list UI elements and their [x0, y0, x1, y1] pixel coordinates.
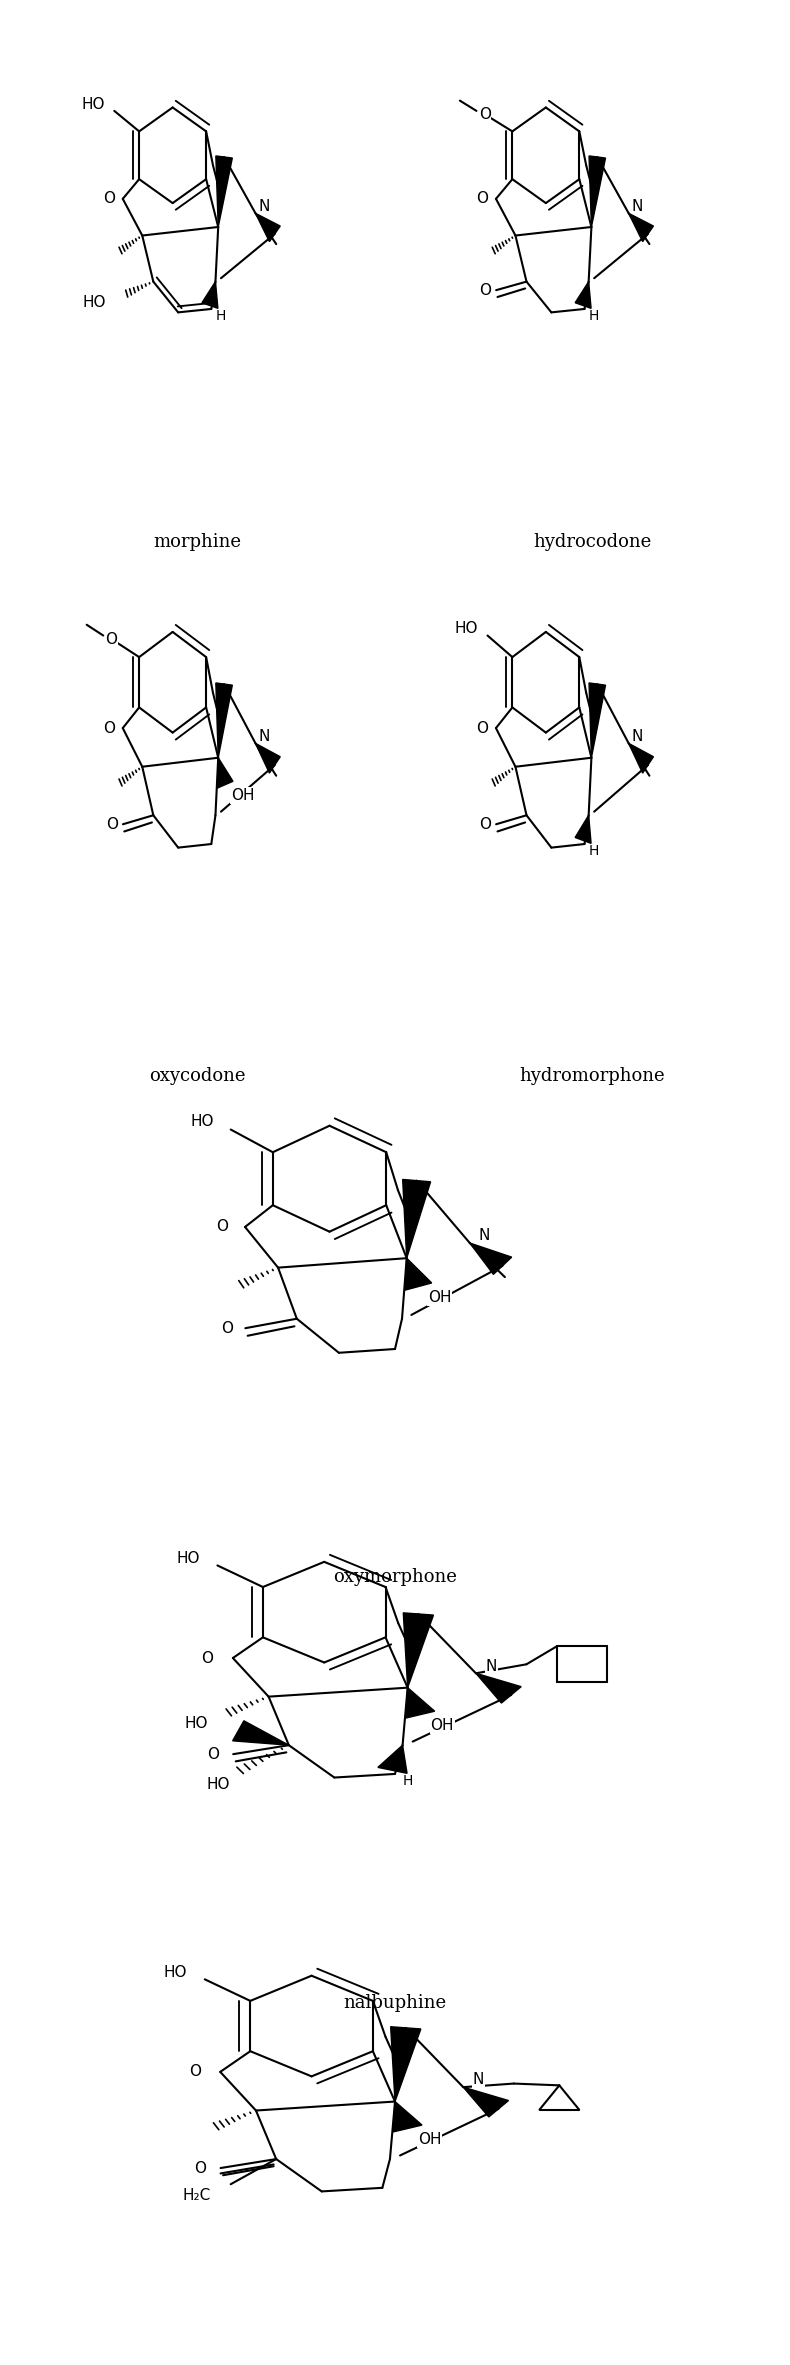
Text: O: O: [220, 1320, 232, 1336]
Polygon shape: [378, 1745, 407, 1774]
Text: O: O: [106, 631, 118, 646]
Text: O: O: [476, 192, 488, 206]
Polygon shape: [470, 1244, 512, 1275]
Polygon shape: [403, 1613, 434, 1689]
Text: O: O: [216, 1220, 228, 1235]
Polygon shape: [403, 1180, 431, 1258]
Text: oxymorphone: oxymorphone: [333, 1568, 457, 1587]
Polygon shape: [629, 213, 653, 241]
Polygon shape: [393, 2102, 422, 2131]
Text: O: O: [207, 1748, 219, 1762]
Polygon shape: [629, 743, 653, 773]
Text: N: N: [472, 2072, 484, 2088]
Polygon shape: [217, 757, 233, 788]
Text: H: H: [216, 310, 226, 322]
Polygon shape: [406, 1689, 434, 1717]
Polygon shape: [575, 816, 591, 844]
Text: HO: HO: [184, 1717, 208, 1731]
Text: hydrocodone: hydrocodone: [533, 532, 652, 551]
Polygon shape: [255, 213, 280, 241]
Text: H: H: [589, 310, 599, 322]
Polygon shape: [216, 683, 232, 757]
Text: O: O: [479, 106, 491, 121]
Text: hydromorphone: hydromorphone: [520, 1067, 665, 1086]
Text: HO: HO: [191, 1114, 214, 1130]
Polygon shape: [589, 683, 605, 757]
Polygon shape: [463, 2088, 509, 2117]
Text: H: H: [589, 844, 599, 858]
Text: HO: HO: [176, 1551, 200, 1566]
Text: OH: OH: [427, 1291, 451, 1305]
Text: HO: HO: [454, 622, 478, 636]
Polygon shape: [216, 156, 232, 227]
Polygon shape: [405, 1258, 431, 1291]
Polygon shape: [202, 281, 218, 307]
Text: O: O: [103, 721, 115, 736]
Text: morphine: morphine: [153, 532, 242, 551]
Text: O: O: [194, 2162, 206, 2176]
Text: O: O: [479, 284, 491, 298]
Text: OH: OH: [431, 1717, 454, 1734]
Text: nalbuphine: nalbuphine: [344, 1994, 446, 2013]
Text: O: O: [103, 192, 115, 206]
Text: HO: HO: [83, 296, 107, 310]
Text: O: O: [476, 721, 488, 736]
Text: O: O: [479, 816, 491, 832]
Text: N: N: [631, 199, 643, 213]
Text: N: N: [631, 728, 643, 743]
Text: N: N: [485, 1658, 497, 1674]
Text: OH: OH: [418, 2131, 442, 2147]
Text: O: O: [201, 1651, 213, 1665]
Text: O: O: [189, 2065, 201, 2079]
Text: N: N: [258, 199, 269, 213]
Text: H₂C: H₂C: [182, 2188, 210, 2202]
Polygon shape: [476, 1674, 521, 1703]
Polygon shape: [589, 156, 605, 227]
Text: O: O: [106, 816, 118, 832]
Polygon shape: [232, 1722, 289, 1745]
Text: OH: OH: [231, 788, 254, 804]
Polygon shape: [255, 743, 280, 773]
Text: N: N: [478, 1227, 490, 1244]
Text: HO: HO: [81, 97, 104, 111]
Text: HO: HO: [164, 1965, 187, 1980]
Text: N: N: [258, 728, 269, 743]
Text: HO: HO: [206, 1776, 230, 1793]
Text: H: H: [403, 1774, 413, 1788]
Text: oxycodone: oxycodone: [149, 1067, 246, 1086]
Polygon shape: [575, 281, 591, 307]
Polygon shape: [390, 2027, 421, 2102]
